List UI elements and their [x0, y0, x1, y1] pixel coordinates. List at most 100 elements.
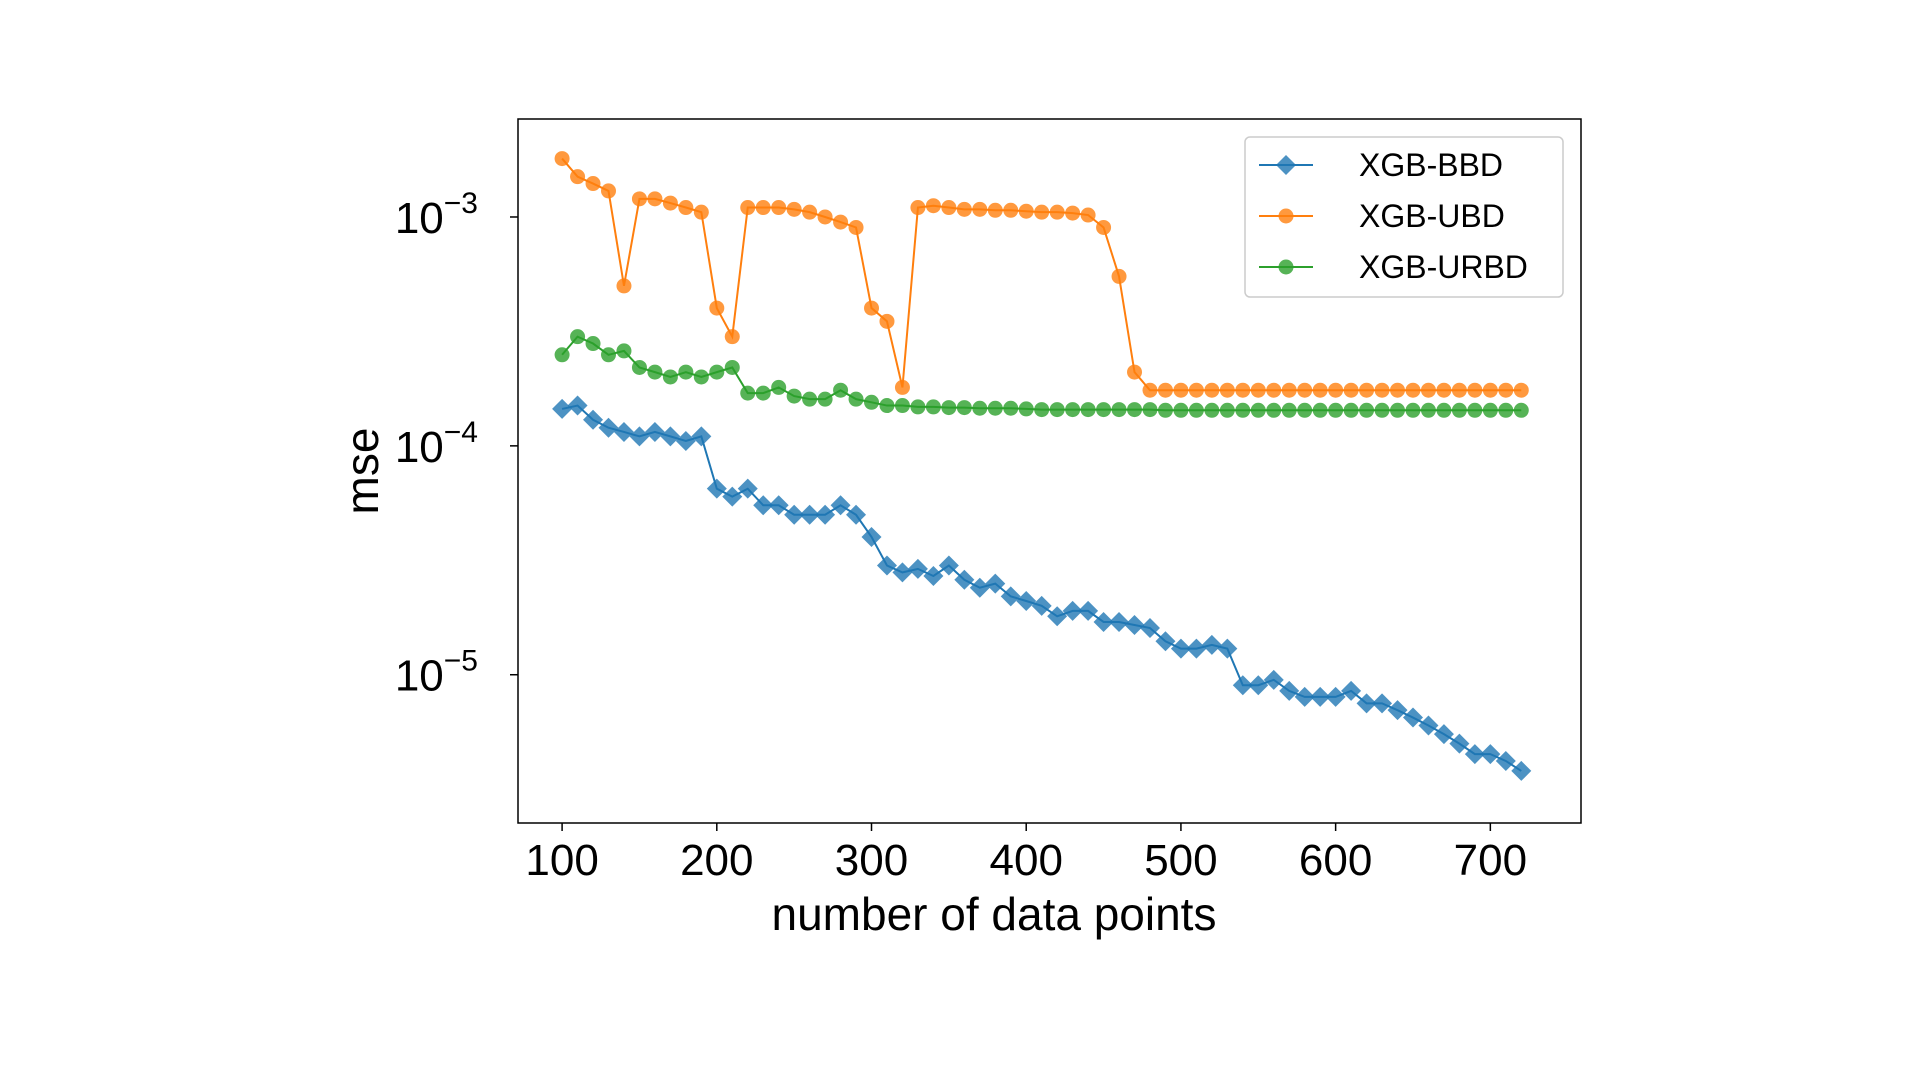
data-point	[987, 202, 1003, 218]
data-point	[1186, 638, 1207, 659]
data-point	[1049, 204, 1065, 220]
data-point	[1498, 402, 1514, 418]
data-point	[1312, 402, 1328, 418]
data-point	[644, 421, 665, 442]
x-tick-label: 600	[1299, 836, 1372, 885]
data-point	[570, 169, 586, 185]
data-point	[660, 426, 681, 447]
data-point	[631, 359, 647, 375]
data-point	[1049, 402, 1065, 418]
data-point	[1266, 382, 1282, 398]
data-point	[647, 364, 663, 380]
data-point	[894, 379, 910, 395]
data-point	[1003, 202, 1019, 218]
data-point	[1188, 402, 1204, 418]
data-point	[613, 421, 634, 442]
data-point	[722, 486, 743, 507]
data-point	[864, 394, 880, 410]
legend-marker	[1278, 259, 1294, 275]
data-point	[1142, 402, 1158, 418]
data-point	[1157, 402, 1173, 418]
data-point	[1263, 669, 1284, 690]
data-point	[1034, 402, 1050, 418]
data-point	[1248, 675, 1269, 696]
data-point	[925, 198, 941, 214]
data-point	[879, 398, 895, 414]
data-point	[1513, 402, 1529, 418]
legend-label: XGB-URBD	[1359, 249, 1528, 285]
data-point	[1294, 686, 1315, 707]
data-point	[1359, 382, 1375, 398]
data-point	[1374, 402, 1390, 418]
data-point	[1482, 382, 1498, 398]
data-point	[755, 200, 771, 216]
data-point	[616, 343, 632, 359]
data-point	[987, 400, 1003, 416]
data-point	[833, 382, 849, 398]
data-point	[1018, 401, 1034, 417]
legend-label: XGB-UBD	[1359, 198, 1505, 234]
y-tick-exponent: −5	[444, 645, 478, 678]
series-line	[561, 404, 1522, 772]
y-tick-exponent: −3	[444, 187, 478, 220]
y-axis-label: mse	[336, 428, 388, 515]
data-point	[1328, 382, 1344, 398]
data-point	[629, 426, 650, 447]
data-point	[598, 417, 619, 438]
data-point	[693, 204, 709, 220]
x-tick-label: 700	[1454, 836, 1527, 885]
data-point	[1096, 219, 1112, 235]
data-point	[1343, 402, 1359, 418]
data-point	[1201, 634, 1222, 655]
data-point	[631, 191, 647, 207]
data-point	[1467, 402, 1483, 418]
data-point	[1173, 402, 1189, 418]
data-point	[1127, 402, 1143, 418]
data-point	[1343, 382, 1359, 398]
data-point	[1420, 402, 1436, 418]
data-point	[1325, 686, 1346, 707]
data-point	[799, 504, 820, 525]
data-point	[678, 200, 694, 216]
data-point	[815, 504, 836, 525]
data-point	[567, 395, 588, 416]
data-point	[1204, 402, 1220, 418]
data-point	[1219, 402, 1235, 418]
data-point	[1111, 402, 1127, 418]
data-point	[830, 495, 851, 516]
data-point	[972, 400, 988, 416]
data-point	[969, 577, 990, 598]
data-point	[1405, 382, 1421, 398]
data-point	[693, 369, 709, 385]
data-point	[1495, 750, 1516, 771]
data-point	[848, 391, 864, 407]
data-point	[1341, 680, 1362, 701]
data-point	[1250, 382, 1266, 398]
data-point	[1124, 614, 1145, 635]
data-point	[1219, 382, 1235, 398]
data-point	[771, 379, 787, 395]
data-point	[1402, 707, 1423, 728]
data-point	[583, 409, 604, 430]
data-point	[755, 385, 771, 401]
x-axis-label: number of data points	[772, 888, 1217, 940]
data-point	[585, 176, 601, 192]
data-point	[1173, 382, 1189, 398]
data-point	[1142, 382, 1158, 398]
data-point	[861, 526, 882, 547]
data-point	[1062, 600, 1083, 621]
data-point	[848, 219, 864, 235]
data-point	[768, 495, 789, 516]
data-point	[1372, 693, 1393, 714]
data-point	[771, 200, 787, 216]
data-point	[1003, 400, 1019, 416]
data-point	[552, 398, 573, 419]
data-point	[1080, 402, 1096, 418]
data-point	[1139, 618, 1160, 639]
data-point	[1498, 382, 1514, 398]
data-point	[1217, 638, 1238, 659]
data-point	[1405, 402, 1421, 418]
data-point	[802, 204, 818, 220]
data-point	[706, 478, 727, 499]
data-point	[1418, 715, 1439, 736]
